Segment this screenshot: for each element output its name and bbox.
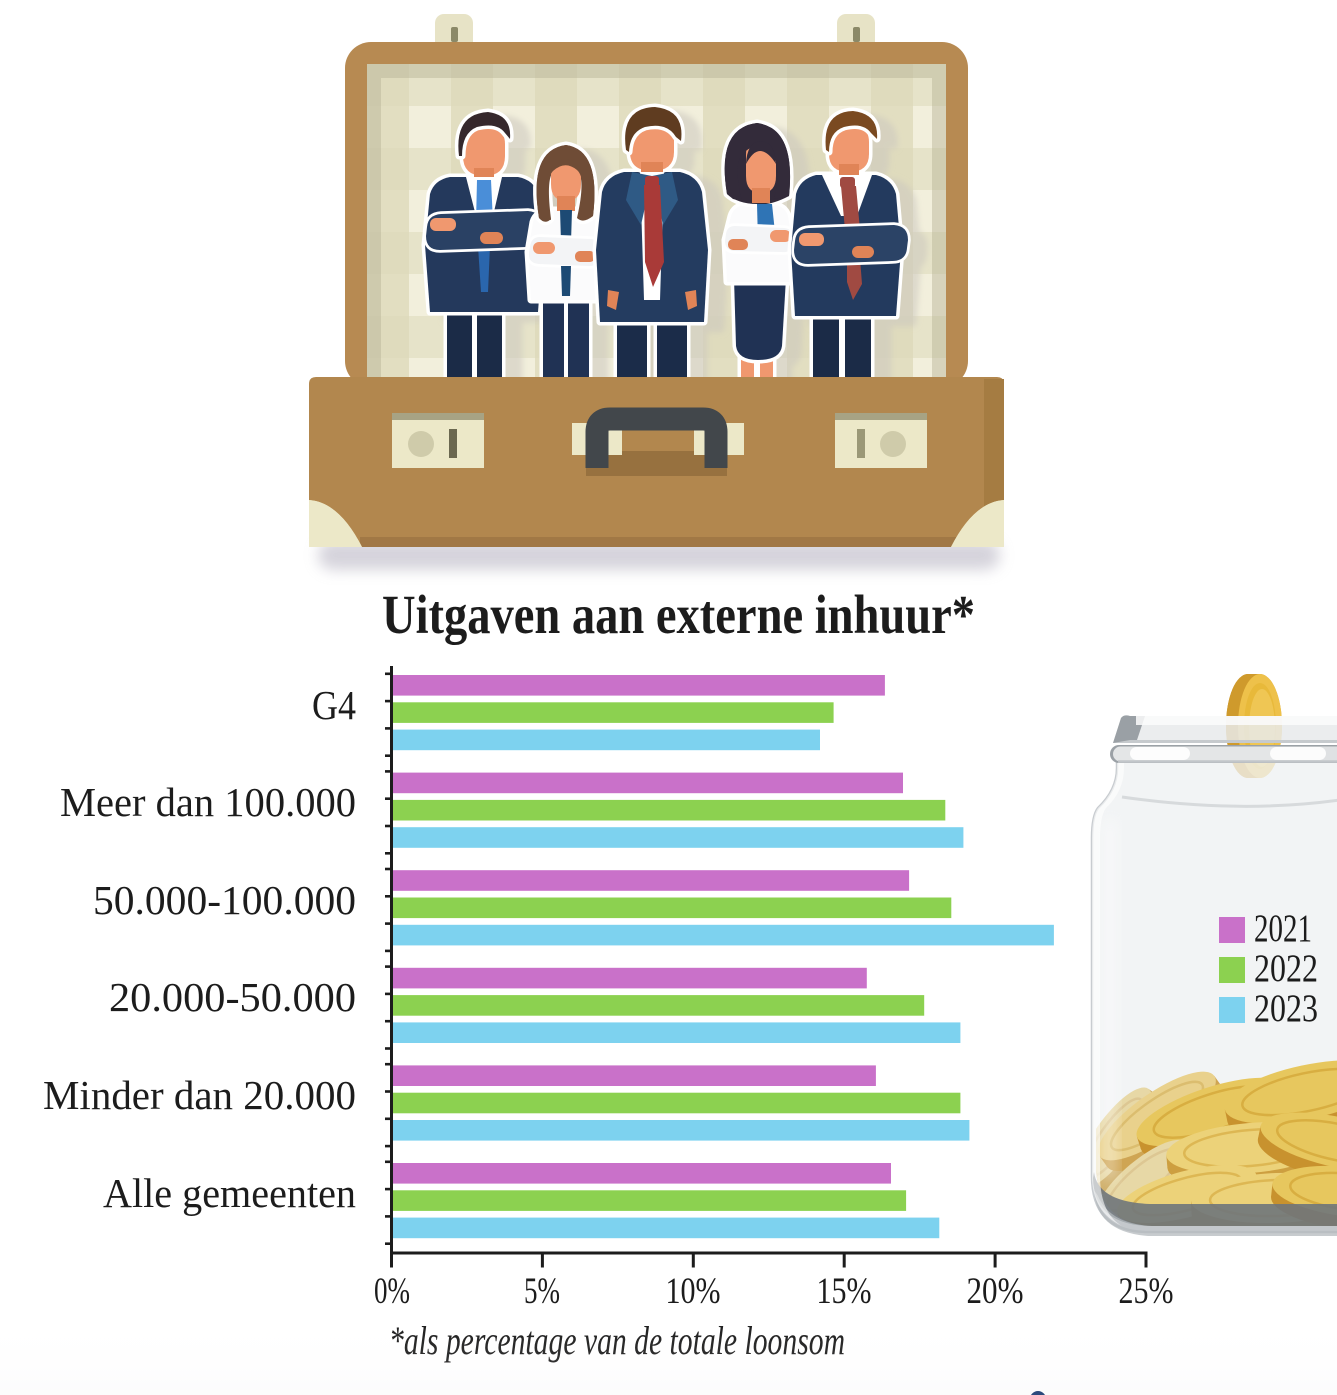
svg-text:2021: 2021 xyxy=(1254,907,1312,950)
svg-text:2022: 2022 xyxy=(1254,947,1318,990)
svg-text:20.000-50.000: 20.000-50.000 xyxy=(109,974,356,1020)
svg-text:Meer dan 100.000: Meer dan 100.000 xyxy=(60,779,356,825)
svg-text:50.000-100.000: 50.000-100.000 xyxy=(93,877,356,923)
svg-text:Uitgaven aan externe inhuur*: Uitgaven aan externe inhuur* xyxy=(382,584,975,645)
svg-text:2023: 2023 xyxy=(1254,987,1318,1030)
svg-text:G4: G4 xyxy=(312,682,356,728)
